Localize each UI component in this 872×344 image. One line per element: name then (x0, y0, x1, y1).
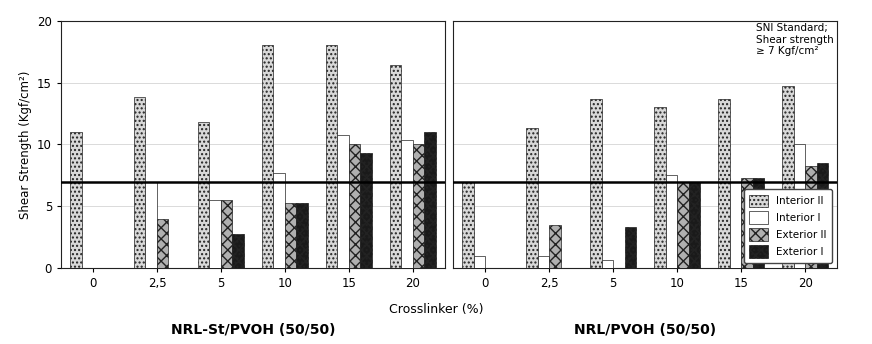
Bar (817, 163, 828, 268)
Bar (590, 99, 602, 268)
Text: NRL/PVOH (50/50): NRL/PVOH (50/50) (575, 323, 716, 337)
Bar (134, 97, 146, 268)
Bar (730, 182, 741, 268)
Bar (794, 144, 805, 268)
Text: Crosslinker (%): Crosslinker (%) (389, 303, 483, 316)
Bar (337, 135, 349, 268)
Bar (146, 182, 157, 268)
Bar (70, 132, 81, 268)
Text: SNI Standard;
Shear strength
≥ 7 Kgf/cm²: SNI Standard; Shear strength ≥ 7 Kgf/cm² (755, 23, 834, 56)
Bar (527, 128, 538, 268)
Bar (412, 144, 425, 268)
Bar (719, 99, 730, 268)
Bar (462, 182, 473, 268)
Bar (689, 182, 700, 268)
Bar (654, 107, 665, 268)
Bar (678, 182, 689, 268)
Bar (782, 86, 794, 268)
Bar (296, 203, 308, 268)
Bar (473, 256, 486, 268)
Bar (425, 132, 436, 268)
Bar (233, 234, 244, 268)
Bar (753, 178, 764, 268)
Bar (625, 227, 637, 268)
Text: NRL-St/PVOH (50/50): NRL-St/PVOH (50/50) (171, 323, 335, 337)
Bar (221, 200, 233, 268)
Bar (360, 153, 371, 268)
Bar (401, 140, 412, 268)
Legend: Interior II, Interior I, Exterior II, Exterior I: Interior II, Interior I, Exterior II, Ex… (744, 189, 832, 263)
Bar (326, 45, 337, 268)
Bar (262, 45, 273, 268)
Bar (390, 65, 401, 268)
Bar (198, 122, 209, 268)
Bar (209, 200, 221, 268)
Bar (602, 260, 613, 268)
Bar (805, 165, 817, 268)
Bar (349, 144, 360, 268)
Bar (285, 203, 296, 268)
Bar (157, 219, 168, 268)
Bar (665, 175, 678, 268)
Bar (549, 225, 561, 268)
Bar (538, 256, 549, 268)
Y-axis label: Shear Strength (Kgf/cm²): Shear Strength (Kgf/cm²) (18, 70, 31, 219)
Bar (273, 173, 285, 268)
Bar (741, 178, 753, 268)
